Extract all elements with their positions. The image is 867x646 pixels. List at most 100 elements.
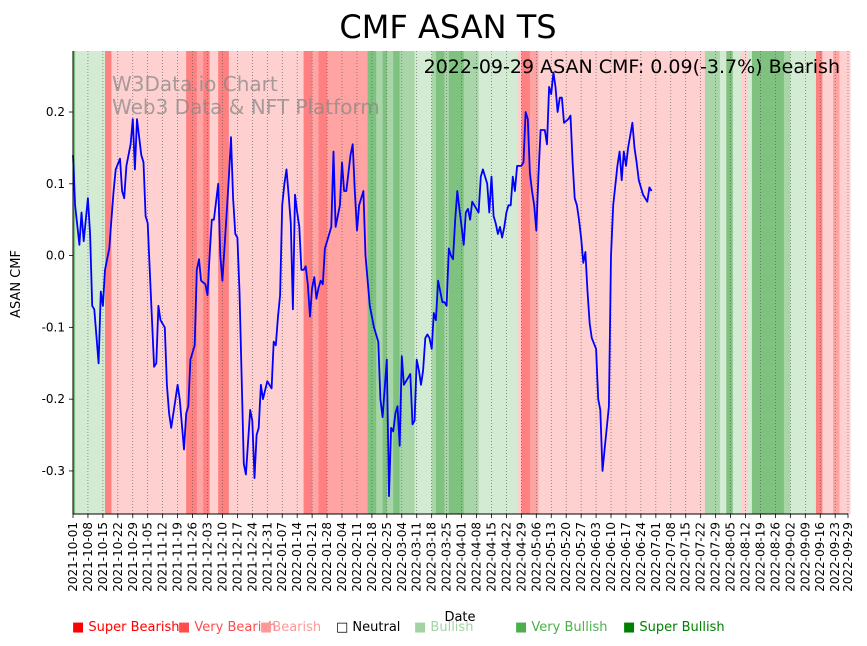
regime-band — [538, 51, 548, 514]
x-tick-label: 2021-11-05 — [141, 522, 155, 592]
regime-band — [653, 51, 670, 514]
x-tick-label: 2022-05-20 — [559, 522, 573, 592]
regime-band — [719, 51, 727, 514]
regime-band — [783, 51, 791, 514]
regime-band — [491, 51, 497, 514]
x-axis-label: Date — [444, 610, 475, 625]
regime-band — [495, 51, 509, 514]
x-tick-label: 2022-04-01 — [455, 522, 469, 592]
regime-band — [839, 51, 851, 514]
legend-neutral: □ Neutral — [336, 620, 401, 635]
regime-band — [218, 51, 230, 514]
x-tick-label: 2022-09-23 — [828, 522, 842, 592]
regime-band — [815, 51, 823, 514]
x-tick-label: 2022-06-10 — [604, 522, 618, 592]
x-tick-label: 2022-01-14 — [290, 522, 304, 592]
regime-band — [203, 51, 211, 514]
regime-band — [228, 51, 243, 514]
regime-band — [241, 51, 260, 514]
x-tick-label: 2022-02-25 — [380, 522, 394, 592]
regime-band — [111, 51, 134, 514]
regime-band — [147, 51, 151, 514]
regime-band — [833, 51, 840, 514]
x-tick-label: 2021-10-22 — [111, 522, 125, 592]
x-tick-label: 2022-07-29 — [709, 522, 723, 592]
regime-band — [822, 51, 834, 514]
regime-band — [376, 51, 383, 514]
regime-band — [209, 51, 219, 514]
x-tick-label: 2022-04-29 — [514, 522, 528, 592]
x-tick-label: 2022-05-06 — [529, 522, 543, 592]
regime-band — [435, 51, 445, 514]
regime-band — [732, 51, 742, 514]
x-tick-label: 2022-08-19 — [753, 522, 767, 592]
x-tick-label: 2021-11-26 — [186, 522, 200, 592]
regime-band — [803, 51, 817, 514]
regime-band — [105, 51, 112, 514]
x-tick-label: 2022-04-08 — [470, 522, 484, 592]
x-tick-label: 2022-01-21 — [305, 522, 319, 592]
regime-band — [470, 51, 480, 514]
regime-band — [186, 51, 198, 514]
x-tick-label: 2022-02-11 — [350, 522, 364, 592]
regime-band — [164, 51, 174, 514]
x-tick-label: 2021-12-24 — [245, 522, 259, 592]
x-tick-label: 2022-06-17 — [619, 522, 633, 592]
regime-band — [508, 51, 518, 514]
regime-band — [517, 51, 522, 514]
regime-band — [132, 51, 149, 514]
chart-title: CMF ASAN TS — [339, 8, 556, 46]
watermark: W3Data.io Chart Web3 Data & NFT Platform — [112, 72, 380, 119]
regime-band — [352, 51, 369, 514]
x-tick-label: 2022-09-16 — [813, 522, 827, 592]
regime-band — [399, 51, 407, 514]
x-tick-label: 2022-07-01 — [649, 522, 663, 592]
y-tick-label: -0.3 — [42, 464, 65, 478]
x-tick-label: 2022-05-13 — [544, 522, 558, 592]
regime-band — [327, 51, 337, 514]
x-tick-label: 2022-08-05 — [724, 522, 738, 592]
regime-band — [284, 51, 294, 514]
legend-bearish: ■Bearish — [260, 620, 322, 635]
x-tick-label: 2022-02-04 — [335, 522, 349, 592]
regime-band — [463, 51, 471, 514]
regime-band — [771, 51, 785, 514]
x-tick-label: 2022-07-08 — [664, 522, 678, 592]
legend-very-bearish: ■ Very Bearish — [178, 620, 277, 635]
regime-band — [681, 51, 699, 514]
watermark-line-2: Web3 Data & NFT Platform — [112, 95, 380, 119]
regime-band — [73, 51, 76, 514]
regime-band — [273, 51, 285, 514]
regime-band — [386, 51, 394, 514]
regime-band — [546, 51, 559, 514]
watermark-line-1: W3Data.io Chart — [112, 72, 278, 96]
x-tick-label: 2022-08-12 — [739, 522, 753, 592]
regime-band — [453, 51, 465, 514]
regime-band — [448, 51, 454, 514]
regime-band — [790, 51, 804, 514]
x-tick-label: 2021-11-12 — [156, 522, 170, 592]
axes — [72, 51, 848, 515]
regime-band — [478, 51, 492, 514]
regime-band — [425, 51, 433, 514]
legend-bullish: ■ Bullish — [414, 620, 474, 635]
regime-band — [292, 51, 304, 514]
y-ticks: -0.3 -0.2 -0.1 0.0 0.1 0.2 — [42, 105, 73, 478]
x-tick-label: 2022-07-22 — [694, 522, 708, 592]
y-tick-label: 0.0 — [46, 249, 65, 263]
regime-band — [709, 51, 721, 514]
x-tick-label: 2022-05-27 — [574, 522, 588, 592]
y-tick-label: 0.1 — [46, 177, 65, 191]
regime-band — [348, 51, 354, 514]
x-tick-label: 2021-11-19 — [171, 522, 185, 592]
x-tick-label: 2022-01-07 — [275, 522, 289, 592]
regime-band — [698, 51, 706, 514]
x-tick-label: 2022-09-29 — [841, 522, 855, 592]
regime-band — [760, 51, 772, 514]
regime-band — [726, 51, 734, 514]
x-tick-label: 2022-06-24 — [634, 522, 648, 592]
x-tick-label: 2022-01-28 — [320, 522, 334, 592]
x-tick-label: 2022-09-09 — [798, 522, 812, 592]
x-tick-label: 2022-08-26 — [768, 522, 782, 592]
x-tick-label: 2022-04-15 — [484, 522, 498, 592]
